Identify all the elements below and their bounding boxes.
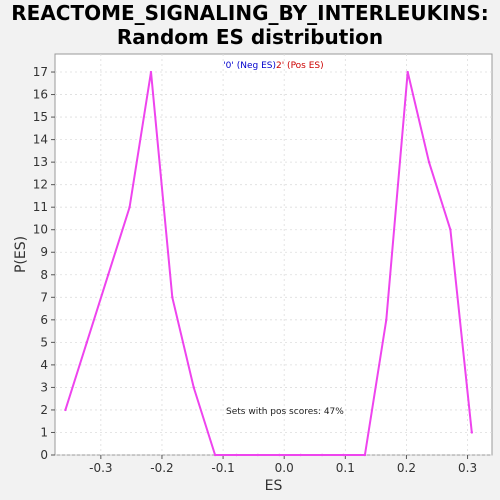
y-tick-label: 11 — [33, 200, 48, 214]
data-point — [385, 318, 388, 322]
data-point — [213, 453, 217, 457]
plot-area — [54, 53, 493, 456]
y-tick-label: 2 — [40, 403, 48, 417]
data-point — [320, 453, 324, 457]
chart-title: REACTOME_SIGNALING_BY_INTERLEUKINS: — [11, 1, 489, 25]
y-tick-label: 12 — [33, 178, 48, 192]
series-group — [64, 70, 474, 457]
data-point — [449, 228, 452, 231]
x-tick-label: -0.1 — [211, 461, 234, 475]
es-distribution-line — [64, 71, 473, 456]
y-tick-label: 15 — [33, 110, 48, 124]
data-point — [64, 408, 67, 412]
chart-subtitle: Random ES distribution — [116, 25, 384, 49]
data-point — [106, 273, 110, 276]
x-tick-label: 0.1 — [336, 461, 355, 475]
data-point — [470, 431, 474, 434]
legend-neg: '0' (Neg ES) — [223, 61, 276, 71]
y-tick-label: 4 — [40, 358, 48, 372]
data-point — [85, 341, 88, 344]
y-tick-label: 5 — [40, 335, 48, 349]
pos-score-annotation: Sets with pos scores: 47% — [226, 407, 344, 417]
y-tick-label: 1 — [40, 425, 48, 439]
legend-pos: 2' (Pos ES) — [276, 61, 324, 71]
y-tick-label: 17 — [33, 65, 48, 79]
y-tick-label: 3 — [40, 380, 48, 394]
x-tick-label: -0.2 — [150, 461, 173, 475]
data-point — [342, 453, 345, 457]
y-tick-label: 7 — [40, 290, 48, 304]
data-point — [299, 453, 302, 457]
y-axis-label: P(ES) — [13, 236, 29, 273]
y-tick-label: 10 — [33, 223, 48, 237]
y-tick-label: 8 — [40, 268, 48, 282]
x-tick-label: 0.3 — [458, 461, 477, 475]
data-point — [256, 453, 260, 457]
x-tick-label: 0.0 — [275, 461, 294, 475]
data-point — [128, 205, 131, 209]
data-point — [192, 386, 195, 389]
x-tick-label: 0.2 — [397, 461, 416, 475]
data-point — [363, 453, 367, 457]
y-tick-label: 9 — [40, 245, 48, 259]
data-point — [427, 160, 431, 164]
data-point — [149, 70, 153, 74]
data-point — [406, 70, 409, 74]
y-tick-label: 13 — [33, 155, 48, 169]
data-point — [278, 453, 281, 457]
x-tick-label: -0.3 — [89, 461, 112, 475]
y-tick-label: 6 — [40, 313, 48, 327]
y-tick-label: 0 — [40, 448, 48, 462]
x-axis-label: ES — [265, 478, 283, 494]
data-point — [171, 296, 174, 299]
y-tick-label: 14 — [33, 133, 48, 147]
grid-lines — [55, 54, 492, 456]
data-point — [235, 453, 238, 457]
y-tick-label: 16 — [33, 88, 48, 102]
